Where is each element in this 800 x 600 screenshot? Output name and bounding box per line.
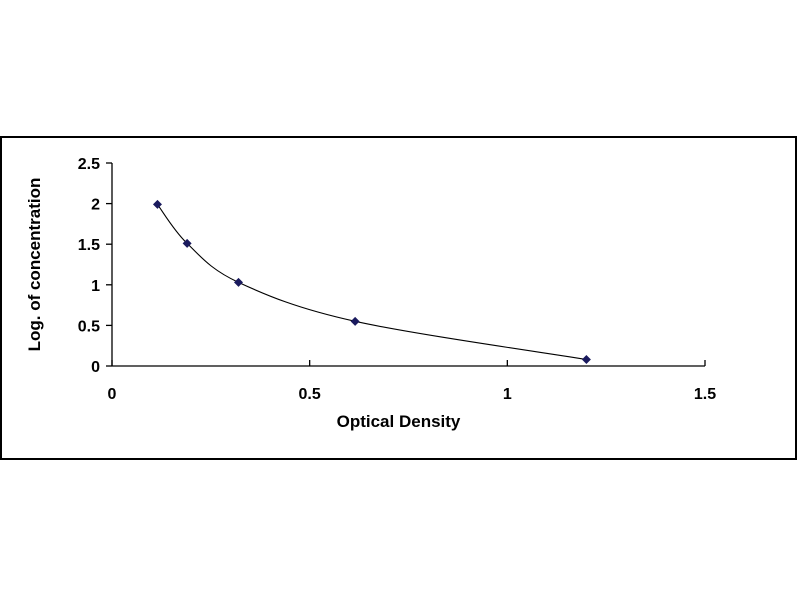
chart-axes <box>111 163 705 367</box>
y-tick-label: 2 <box>91 197 100 214</box>
x-axis-ticks: 0 0.5 1 1.5 <box>108 360 716 403</box>
y-tick-label: 2.5 <box>78 156 100 173</box>
chart-svg: 0 0.5 1 1.5 2 2.5 0 0.5 1 1.5 Optical Density Lo… <box>25 156 716 431</box>
chart-frame: 0 0.5 1 1.5 2 2.5 0 0.5 1 1.5 Optical Density Lo… <box>0 136 797 460</box>
fit-curve-line <box>157 204 587 361</box>
y-axis-title: Log. of concentration <box>25 178 44 352</box>
x-tick-label: 0 <box>108 386 117 403</box>
x-tick-label: 1 <box>503 386 512 403</box>
y-tick-label: 1 <box>91 278 100 295</box>
y-tick-label: 1.5 <box>78 237 100 254</box>
x-tick-label: 1.5 <box>694 386 716 403</box>
data-point-4 <box>581 355 591 365</box>
x-axis-title: Optical Density <box>337 412 461 431</box>
data-point-3 <box>350 316 360 326</box>
data-point-2 <box>234 277 244 287</box>
data-point-1 <box>182 238 192 248</box>
data-points <box>152 199 591 365</box>
y-tick-label: 0.5 <box>78 318 100 335</box>
x-tick-label: 0.5 <box>299 386 321 403</box>
y-axis-ticks: 0 0.5 1 1.5 2 2.5 <box>78 156 112 376</box>
y-tick-label: 0 <box>91 359 100 376</box>
data-point-0 <box>152 199 162 209</box>
